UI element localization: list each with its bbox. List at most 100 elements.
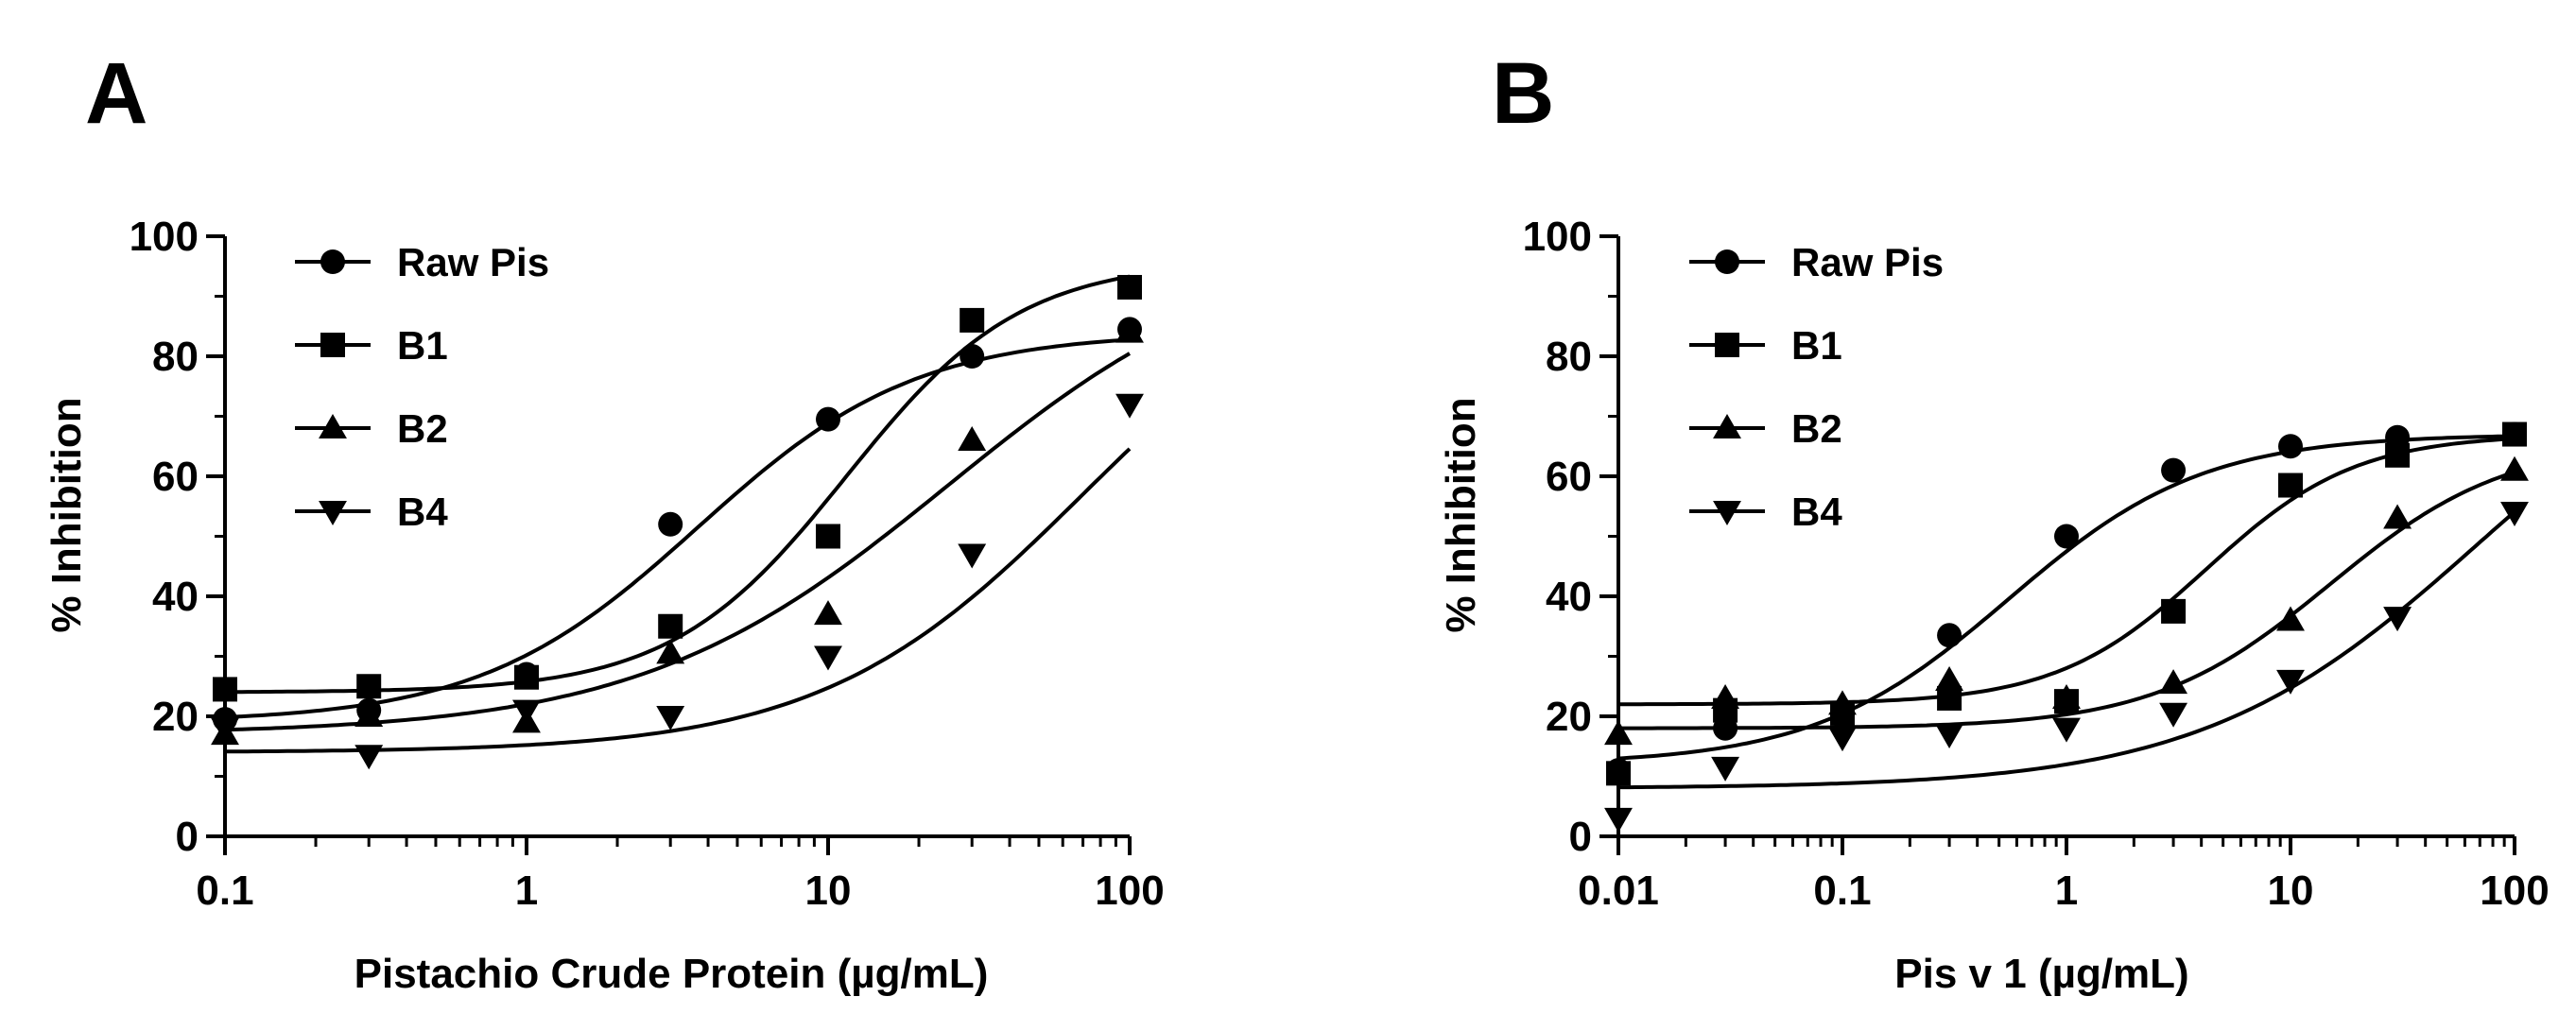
- data-point: [2276, 669, 2305, 695]
- data-point: [354, 745, 384, 770]
- fit-curve-b1: [1618, 437, 2515, 707]
- data-point: [1828, 690, 1857, 715]
- data-point: [816, 524, 840, 549]
- fit-curve-b4: [1618, 509, 2516, 790]
- legend-label: B4: [397, 490, 448, 534]
- data-point: [2161, 598, 2187, 624]
- legend-marker: [320, 249, 345, 274]
- chart-panel-b: B % Inhibition Pis v 1 (µg/mL) 0 20 40 60 80…: [1438, 45, 2550, 997]
- fit-curve-b2: [224, 352, 1132, 732]
- fit-curves: [1617, 434, 2516, 790]
- data-point: [2159, 669, 2188, 695]
- data-point: [2054, 524, 2079, 549]
- y-axis-title: % Inhibition: [43, 397, 90, 632]
- data-point: [2500, 455, 2529, 481]
- data-point: [2276, 606, 2305, 631]
- legend-label: B4: [1791, 490, 1842, 534]
- data-point: [1117, 274, 1142, 300]
- data-point: [960, 307, 985, 333]
- legend-marker: [1713, 414, 1741, 439]
- legend-marker: [1713, 500, 1741, 525]
- legend-label: B1: [1791, 323, 1842, 368]
- x-tick-label: 1: [515, 868, 538, 914]
- data-point: [1606, 761, 1631, 786]
- data-point: [656, 639, 685, 664]
- x-tick-label: 100: [2480, 868, 2549, 914]
- data-point: [2052, 717, 2081, 743]
- x-tick-label: 10: [805, 868, 852, 914]
- legend-marker: [319, 500, 347, 525]
- data-point: [2052, 684, 2081, 709]
- axes: 0 20 40 60 80 100 0.01 0.1 1 10 100: [1523, 214, 2550, 914]
- data-point: [2500, 502, 2529, 527]
- x-tick-label: 0.1: [1813, 868, 1871, 914]
- data-point: [213, 677, 237, 702]
- y-tick-label: 0: [176, 814, 199, 860]
- data-point: [514, 664, 539, 690]
- legend: Raw Pis B1 B2 B4: [295, 240, 549, 534]
- legend-marker: [1715, 249, 1739, 274]
- y-tick-label: 20: [1546, 694, 1592, 740]
- data-point: [816, 406, 840, 432]
- data-point: [2161, 457, 2187, 483]
- data-point: [512, 699, 541, 725]
- data-point: [1937, 623, 1962, 648]
- axes: 0 20 40 60 80 100 0.1 1 10 100: [130, 214, 1165, 914]
- data-point: [1604, 720, 1633, 746]
- legend-label: Raw Pis: [1791, 240, 1944, 284]
- panel-label: A: [85, 45, 147, 142]
- data-point: [1711, 756, 1740, 782]
- data-markers: [211, 274, 1144, 770]
- y-tick-label: 100: [1523, 214, 1592, 260]
- legend-label: B2: [1791, 406, 1842, 451]
- data-point: [658, 511, 683, 537]
- y-tick-label: 20: [152, 694, 199, 740]
- legend-marker: [320, 333, 345, 357]
- legend-marker: [1715, 333, 1739, 357]
- y-axis-title: % Inhibition: [1438, 397, 1484, 632]
- legend: Raw Pis B1 B2 B4: [1689, 240, 1944, 534]
- data-point: [1604, 807, 1633, 833]
- y-tick-label: 60: [1546, 454, 1592, 500]
- data-point: [2159, 702, 2188, 728]
- y-tick-label: 60: [152, 454, 199, 500]
- data-point: [2502, 421, 2527, 447]
- legend-label: Raw Pis: [397, 240, 549, 284]
- fit-curve-b2: [1618, 470, 2515, 730]
- y-tick-label: 100: [130, 214, 199, 260]
- data-point: [2383, 607, 2412, 632]
- legend-label: B2: [397, 406, 448, 451]
- legend-label: B1: [397, 323, 448, 368]
- data-point: [656, 705, 685, 730]
- data-point: [658, 613, 683, 639]
- x-tick-label: 100: [1095, 868, 1164, 914]
- data-point: [1935, 724, 1964, 748]
- data-point: [814, 645, 842, 671]
- data-point: [1115, 318, 1144, 343]
- x-tick-label: 1: [2055, 868, 2078, 914]
- x-axis-title: Pistachio Crude Protein (µg/mL): [354, 951, 989, 997]
- data-point: [2385, 442, 2411, 468]
- data-point: [814, 600, 842, 626]
- data-point: [1711, 684, 1740, 709]
- data-point: [2383, 504, 2412, 529]
- data-point: [960, 344, 985, 369]
- x-tick-label: 0.01: [1578, 868, 1659, 914]
- fit-curve-raw-pis: [1617, 434, 2515, 761]
- data-point: [1935, 665, 1964, 691]
- data-markers: [1604, 421, 2529, 833]
- data-point: [354, 702, 384, 728]
- chart-panel-a: A % Inhibition Pistachio Crude Protein (…: [43, 45, 1165, 997]
- data-point: [1828, 727, 1857, 752]
- x-axis-title: Pis v 1 (µg/mL): [1894, 951, 2188, 997]
- data-point: [2278, 434, 2303, 459]
- y-tick-label: 40: [1546, 574, 1592, 620]
- data-point: [356, 674, 382, 699]
- data-point: [958, 543, 987, 569]
- x-tick-label: 0.1: [196, 868, 253, 914]
- panel-label: B: [1492, 45, 1554, 142]
- data-point: [958, 425, 987, 451]
- x-tick-label: 10: [2268, 868, 2314, 914]
- y-tick-label: 40: [152, 574, 199, 620]
- data-point: [211, 717, 239, 743]
